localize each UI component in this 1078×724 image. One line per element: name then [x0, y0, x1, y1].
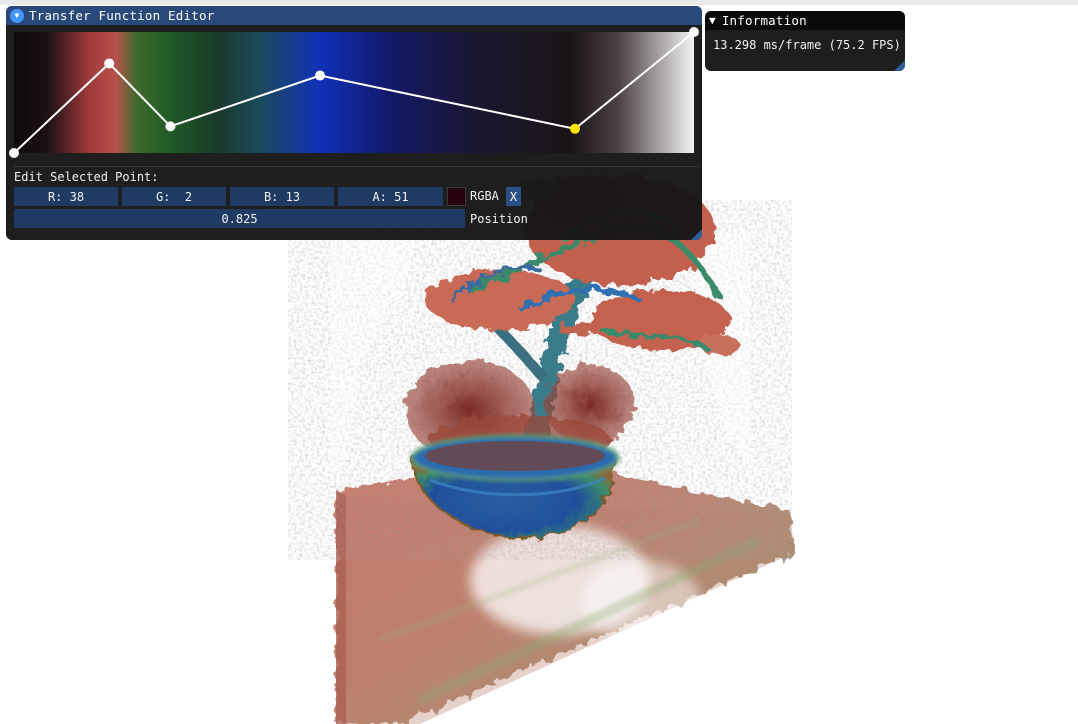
- collapse-triangle-icon[interactable]: ▼: [709, 14, 716, 27]
- green-channel-field[interactable]: G: 2: [122, 187, 226, 206]
- red-channel-field[interactable]: R: 38: [14, 187, 118, 206]
- color-gradient-bar[interactable]: [14, 32, 694, 153]
- position-label: Position: [470, 212, 528, 226]
- window-top-border: [0, 0, 1078, 5]
- information-window[interactable]: ▼ Information 13.298 ms/frame (75.2 FPS): [705, 11, 905, 71]
- control-point[interactable]: [165, 121, 176, 132]
- position-slider[interactable]: 0.825: [14, 209, 465, 228]
- resize-grip[interactable]: [691, 229, 702, 240]
- control-point[interactable]: [9, 148, 19, 158]
- tf-editor-titlebar[interactable]: ▼ Transfer Function Editor: [6, 6, 702, 25]
- alpha-channel-field[interactable]: A: 51: [338, 187, 443, 206]
- control-point-selected[interactable]: [570, 123, 580, 134]
- tf-editor-title: Transfer Function Editor: [29, 8, 215, 23]
- frame-time-text: 13.298 ms/frame (75.2 FPS): [713, 38, 901, 52]
- opacity-curve: [13, 31, 695, 154]
- close-point-button[interactable]: X: [506, 187, 521, 206]
- transfer-function-editor-window[interactable]: ▼ Transfer Function Editor Edit Selected…: [6, 6, 702, 240]
- control-point[interactable]: [315, 70, 325, 81]
- info-titlebar[interactable]: ▼ Information: [705, 11, 905, 30]
- transfer-function-canvas[interactable]: [6, 26, 702, 164]
- bonsai-pot: [410, 434, 620, 540]
- info-resize-grip[interactable]: [894, 60, 905, 71]
- color-preview-swatch[interactable]: [447, 187, 466, 206]
- collapse-arrow-icon[interactable]: ▼: [10, 8, 24, 23]
- blue-channel-field[interactable]: B: 13: [230, 187, 334, 206]
- control-point[interactable]: [689, 27, 699, 37]
- info-title: Information: [721, 13, 807, 28]
- edit-selected-point-label: Edit Selected Point:: [14, 170, 159, 184]
- color-mode-label: RGBA: [470, 189, 499, 203]
- separator: [14, 166, 698, 167]
- control-point[interactable]: [104, 58, 115, 69]
